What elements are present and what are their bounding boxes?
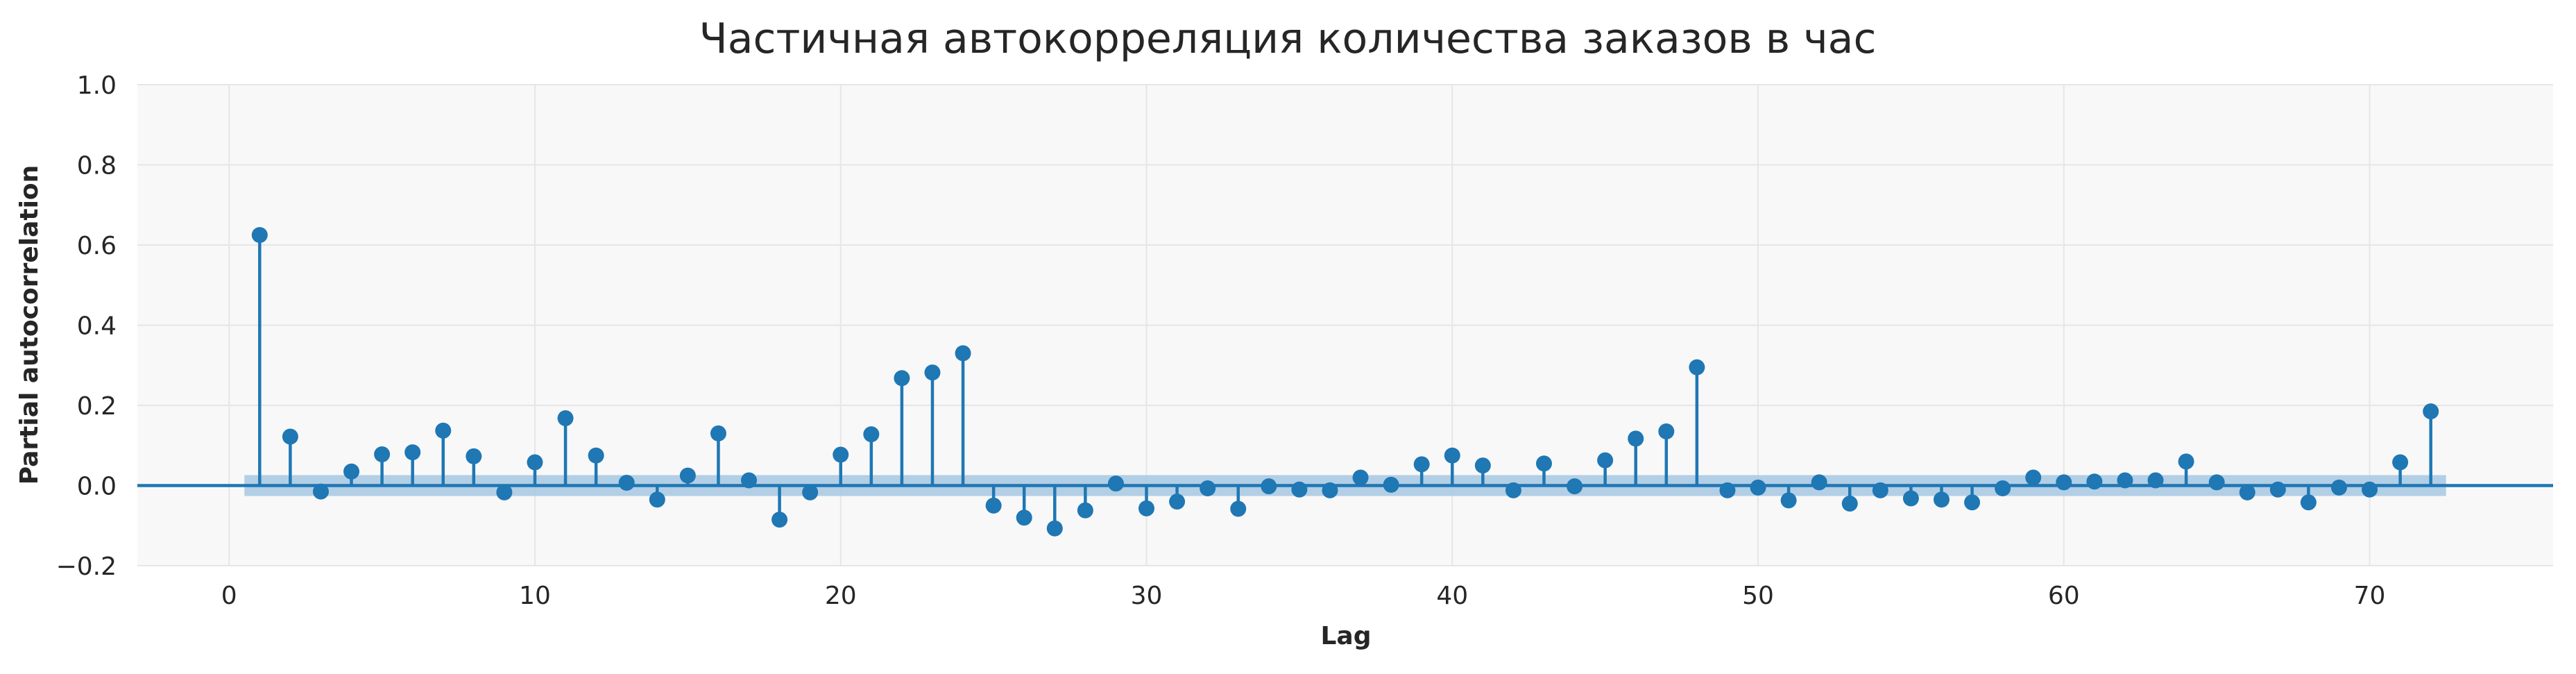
stem-marker xyxy=(2239,484,2255,500)
stem-marker xyxy=(1261,478,1277,495)
stem-marker xyxy=(2056,474,2072,491)
stem-marker xyxy=(1444,447,1460,464)
stem-marker xyxy=(1780,492,1797,509)
stem-marker xyxy=(1719,482,1736,498)
x-tick-label: 0 xyxy=(221,582,237,610)
x-tick-label: 50 xyxy=(1742,582,1774,610)
x-tick-label: 70 xyxy=(2354,582,2386,610)
x-tick-label: 40 xyxy=(1436,582,1468,610)
stem-marker xyxy=(527,454,543,471)
x-tick-label: 10 xyxy=(519,582,551,610)
stem-marker xyxy=(435,422,452,439)
stem-marker xyxy=(2269,481,2286,498)
stem-marker xyxy=(251,227,268,244)
stem-marker xyxy=(2086,473,2103,490)
stem-marker xyxy=(802,484,819,500)
stem-marker xyxy=(404,444,421,461)
x-axis-label: Lag xyxy=(1320,622,1371,650)
stem-marker xyxy=(955,345,971,362)
stem-marker xyxy=(710,425,726,441)
stem-marker xyxy=(2392,454,2409,471)
stem-marker xyxy=(1200,480,1216,497)
stem-marker xyxy=(618,474,635,491)
stem-marker xyxy=(1230,500,1247,517)
stem-marker xyxy=(2025,469,2042,486)
stem-marker xyxy=(282,428,298,445)
x-tick-label: 20 xyxy=(825,582,857,610)
stem-marker xyxy=(2362,481,2378,498)
stem-marker xyxy=(1995,480,2011,497)
stem-marker xyxy=(2208,474,2225,491)
stem-marker xyxy=(1841,495,1858,512)
y-axis-label: Partial autocorrelation xyxy=(15,165,44,485)
y-tick-label: 0.4 xyxy=(77,312,117,341)
stem-marker xyxy=(1567,478,1583,495)
stem-marker xyxy=(2423,403,2439,420)
stem-marker xyxy=(496,484,513,500)
y-tick-label: 1.0 xyxy=(77,71,117,100)
stem-marker xyxy=(1872,482,1888,498)
stem-marker xyxy=(649,491,665,508)
stem-marker xyxy=(1811,474,1827,491)
stem-marker xyxy=(1322,482,1338,498)
stem-marker xyxy=(1107,475,1124,492)
stem-marker xyxy=(2147,472,2164,489)
stem-marker xyxy=(1016,509,1032,526)
stem-marker xyxy=(374,446,391,462)
stem-marker xyxy=(1933,491,1950,508)
stem-marker xyxy=(1535,455,1552,472)
stem-marker xyxy=(741,472,758,489)
stem-marker xyxy=(1750,479,1766,496)
x-tick-label: 60 xyxy=(2048,582,2080,610)
stem-marker xyxy=(557,410,574,426)
stem-marker xyxy=(2300,494,2317,511)
stem-marker xyxy=(1383,476,1399,493)
stem-marker xyxy=(1505,482,1521,498)
stem-marker xyxy=(1046,520,1063,537)
stem-marker xyxy=(1169,494,1186,510)
y-tick-label: 0.6 xyxy=(77,232,117,260)
stem-marker xyxy=(924,364,941,381)
stem-marker xyxy=(1902,490,1919,507)
stem-marker xyxy=(1658,423,1675,440)
stem-marker xyxy=(2330,479,2347,496)
chart-title: Частичная автокорреляция количества зака… xyxy=(699,15,1877,63)
stem-marker xyxy=(1352,469,1369,486)
y-tick-label: 0.8 xyxy=(77,152,117,180)
y-tick-label: 0.2 xyxy=(77,392,117,421)
y-tick-label: 0.0 xyxy=(77,473,117,501)
stem-marker xyxy=(312,483,329,500)
stem-marker xyxy=(1138,500,1155,516)
stem-marker xyxy=(679,467,696,484)
stem-marker xyxy=(1413,456,1430,473)
y-tick-label: −0.2 xyxy=(56,553,117,581)
stem-marker xyxy=(2178,453,2194,470)
stem-marker xyxy=(1628,430,1644,447)
stem-marker xyxy=(1291,481,1308,498)
stem-marker xyxy=(771,512,788,528)
stem-marker xyxy=(466,448,482,464)
stem-marker xyxy=(863,426,880,443)
stem-marker xyxy=(833,446,849,463)
stem-marker xyxy=(1964,494,1981,511)
stem-marker xyxy=(1474,457,1491,474)
stem-marker xyxy=(1597,452,1614,469)
x-tick-label: 30 xyxy=(1131,582,1163,610)
stem-marker xyxy=(343,463,360,480)
stem-marker xyxy=(1077,502,1093,519)
stem-marker xyxy=(588,447,604,464)
stem-marker xyxy=(894,370,910,387)
stem-marker xyxy=(985,497,1002,514)
stem-marker xyxy=(1689,359,1705,376)
stem-marker xyxy=(2117,472,2133,489)
